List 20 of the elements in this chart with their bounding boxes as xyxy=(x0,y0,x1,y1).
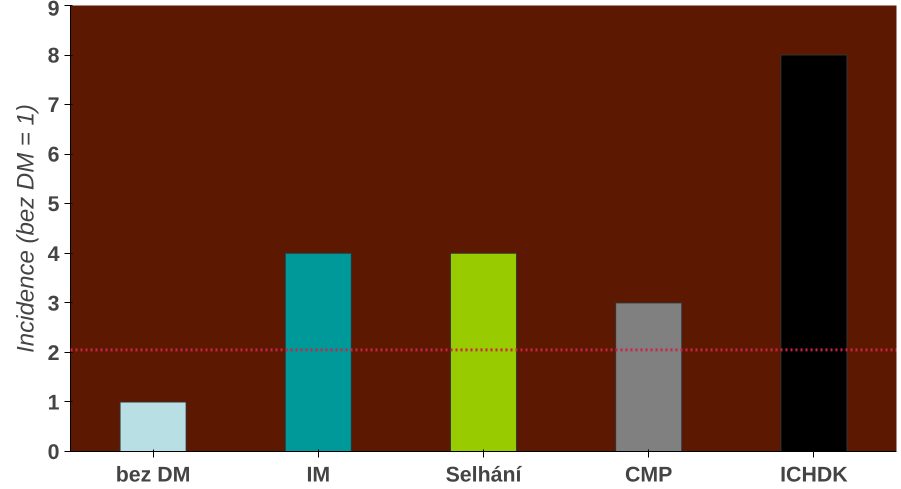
y-tick-label: 7 xyxy=(48,93,60,118)
x-tick-label: bez DM xyxy=(116,462,190,486)
y-tick-label: 2 xyxy=(48,340,60,365)
bar xyxy=(450,252,518,452)
x-tick-label: CMP xyxy=(625,462,672,486)
bar xyxy=(615,302,682,452)
x-tick-label: Selhání xyxy=(446,462,523,486)
bar xyxy=(284,252,352,452)
y-tick-label: 4 xyxy=(48,242,60,266)
y-tick-label: 3 xyxy=(48,291,60,316)
y-tick-label: 6 xyxy=(48,142,60,167)
bar xyxy=(120,401,187,452)
y-tick-label: 1 xyxy=(48,390,60,414)
y-tick-label: 8 xyxy=(48,44,60,68)
x-tick-label: ICHDK xyxy=(780,462,848,486)
y-tick-label: 5 xyxy=(48,192,60,216)
y-tick-label: 9 xyxy=(48,0,60,20)
y-tick-label: 0 xyxy=(48,440,60,464)
y-axis-title: Incidence (bez DM = 1) xyxy=(12,104,40,353)
x-tick-label: IM xyxy=(306,462,330,486)
